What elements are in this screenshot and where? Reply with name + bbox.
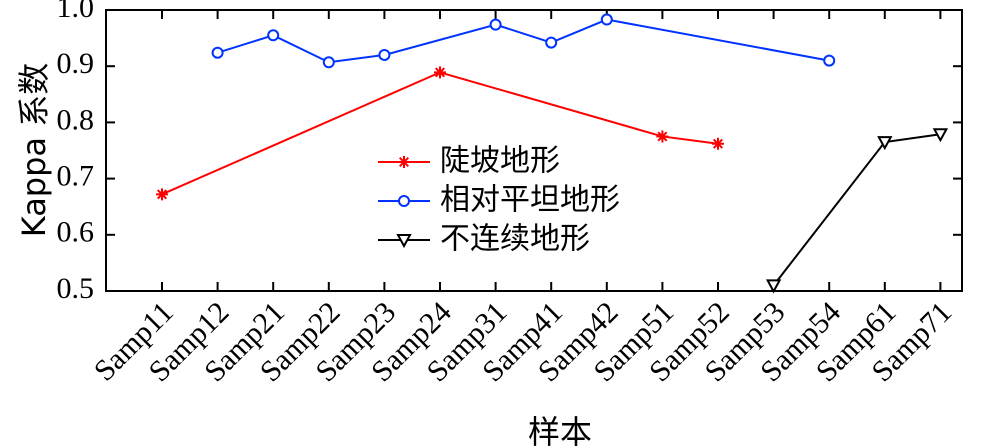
legend-label: 不连续地形 bbox=[440, 222, 590, 257]
series-1 bbox=[156, 66, 724, 201]
legend-marker bbox=[398, 156, 410, 168]
data-point bbox=[156, 188, 168, 201]
plot-frame bbox=[105, 9, 963, 292]
y-tick-label: 0.8 bbox=[57, 103, 95, 136]
series-group bbox=[156, 13, 949, 294]
y-tick-label: 0.9 bbox=[57, 47, 95, 80]
data-point bbox=[765, 279, 782, 294]
series-line bbox=[772, 133, 941, 286]
data-point bbox=[545, 36, 558, 49]
legend-marker bbox=[398, 195, 410, 207]
y-axis: 0.5 0.6 0.7 0.8 0.9 1.0 bbox=[57, 0, 962, 305]
legend-label: 相对平坦地形 bbox=[440, 183, 620, 218]
data-point bbox=[823, 54, 836, 67]
data-point bbox=[877, 136, 893, 151]
series-2 bbox=[211, 13, 836, 69]
series-line bbox=[217, 18, 830, 64]
legend-label: 陡坡地形 bbox=[440, 144, 560, 179]
series-3 bbox=[765, 128, 949, 294]
legend-marker bbox=[396, 234, 412, 249]
series-line bbox=[161, 71, 719, 196]
x-axis-label: 样本 bbox=[528, 413, 592, 448]
y-tick-label: 0.7 bbox=[57, 159, 95, 192]
data-point bbox=[434, 66, 446, 79]
data-point bbox=[712, 137, 724, 150]
data-point bbox=[267, 29, 280, 42]
data-point bbox=[489, 18, 502, 31]
data-point bbox=[322, 56, 335, 69]
y-tick-label: 0.6 bbox=[57, 216, 95, 249]
data-point bbox=[378, 48, 391, 61]
data-point bbox=[600, 13, 613, 26]
y-axis-label: Kappa 系数 bbox=[15, 63, 53, 237]
data-point bbox=[211, 46, 224, 59]
y-tick-label: 1.0 bbox=[57, 0, 95, 24]
data-point bbox=[932, 128, 949, 143]
y-tick-label: 0.5 bbox=[57, 272, 95, 305]
data-point bbox=[656, 130, 669, 143]
